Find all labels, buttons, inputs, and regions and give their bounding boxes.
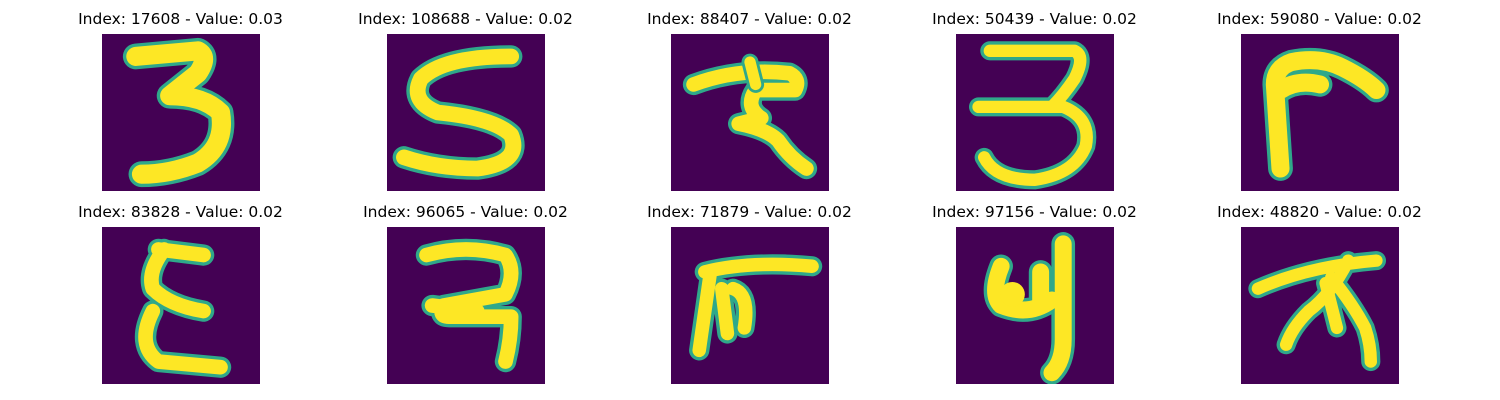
panel-title: Index: 71879 - Value: 0.02 — [647, 203, 852, 221]
digit-image — [956, 34, 1114, 191]
panel-title: Index: 88407 - Value: 0.02 — [647, 10, 852, 28]
image-panel-4: Index: 50439 - Value: 0.02 — [892, 0, 1177, 191]
digit-image — [102, 227, 260, 384]
digit-image — [671, 227, 829, 384]
image-panel-3: Index: 88407 - Value: 0.02 — [607, 0, 892, 191]
digit-image — [671, 34, 829, 191]
digit-image — [387, 34, 545, 191]
panel-title: Index: 97156 - Value: 0.02 — [932, 203, 1137, 221]
image-panel-10: Index: 48820 - Value: 0.02 — [1177, 193, 1462, 384]
image-panel-8: Index: 71879 - Value: 0.02 — [607, 193, 892, 384]
digit-image — [387, 227, 545, 384]
digit-image — [956, 227, 1114, 384]
panel-title: Index: 59080 - Value: 0.02 — [1217, 10, 1422, 28]
digit-image — [1241, 227, 1399, 384]
digit-image — [102, 34, 260, 191]
image-panel-9: Index: 97156 - Value: 0.02 — [892, 193, 1177, 384]
panel-title: Index: 48820 - Value: 0.02 — [1217, 203, 1422, 221]
image-panel-5: Index: 59080 - Value: 0.02 — [1177, 0, 1462, 191]
panel-title: Index: 50439 - Value: 0.02 — [932, 10, 1137, 28]
panel-title: Index: 83828 - Value: 0.02 — [78, 203, 283, 221]
digit-image — [1241, 34, 1399, 191]
image-panel-1: Index: 17608 - Value: 0.03 — [38, 0, 323, 191]
image-panel-2: Index: 108688 - Value: 0.02 — [323, 0, 608, 191]
panel-title: Index: 96065 - Value: 0.02 — [363, 203, 568, 221]
panel-title: Index: 108688 - Value: 0.02 — [358, 10, 573, 28]
panel-title: Index: 17608 - Value: 0.03 — [78, 10, 283, 28]
image-panel-6: Index: 83828 - Value: 0.02 — [38, 193, 323, 384]
image-panel-7: Index: 96065 - Value: 0.02 — [323, 193, 608, 384]
